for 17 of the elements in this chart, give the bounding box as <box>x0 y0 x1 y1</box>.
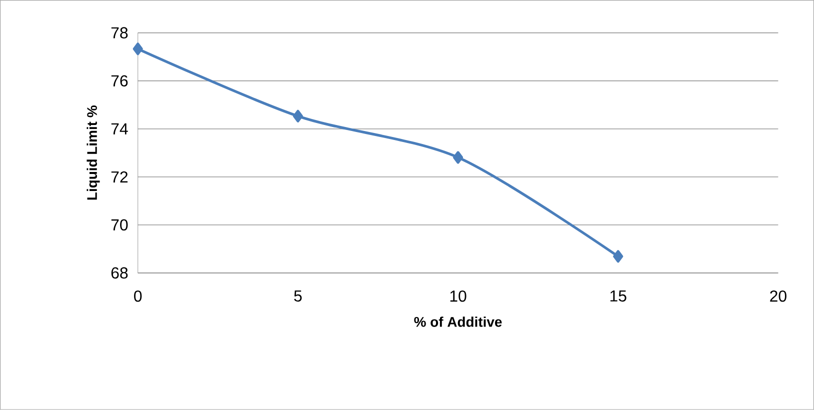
y-tick-label: 72 <box>111 171 128 183</box>
y-tick-label: 76 <box>111 75 128 87</box>
x-tick-label: 15 <box>610 290 626 302</box>
y-tick-label: 70 <box>111 219 128 231</box>
x-tick-label: 20 <box>770 290 786 302</box>
point <box>613 250 624 263</box>
point <box>452 151 464 164</box>
x-tick-label: 10 <box>450 290 466 302</box>
y-tick-label: 78 <box>111 27 128 39</box>
point <box>132 42 143 56</box>
x-axis-title: % of Additive <box>414 316 502 327</box>
y-tick-label: 74 <box>111 123 128 134</box>
point <box>292 110 303 123</box>
x-tick-label: 0 <box>134 290 142 302</box>
y-axis-title: Liquid Limit % <box>86 106 100 200</box>
x-tick-label: 5 <box>294 290 302 302</box>
y-tick-label: 68 <box>111 267 128 279</box>
